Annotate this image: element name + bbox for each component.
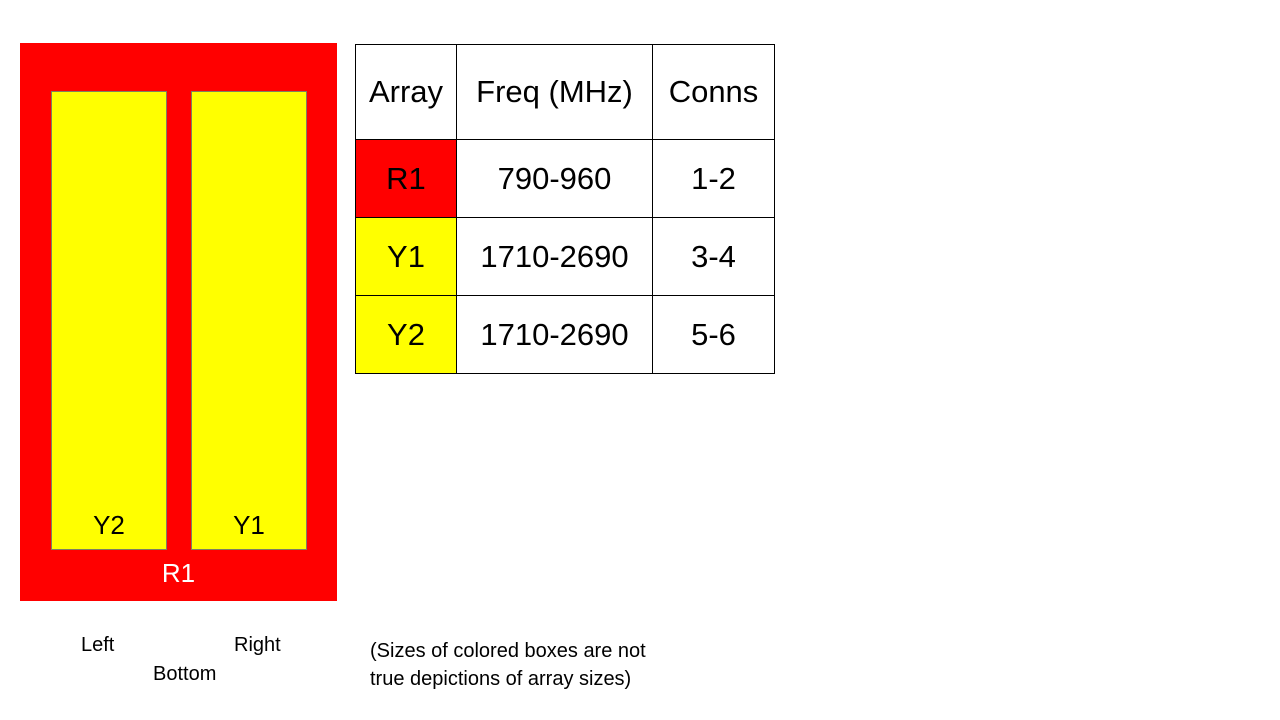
- cell-array: Y2: [355, 295, 457, 374]
- cell-freq: 1710-2690: [456, 295, 653, 374]
- header-freq: Freq (MHz): [456, 44, 653, 140]
- size-note: (Sizes of colored boxes are not true dep…: [370, 637, 646, 693]
- cell-conns: 5-6: [652, 295, 775, 374]
- header-array: Array: [355, 44, 457, 140]
- array-y1: Y1: [191, 91, 307, 550]
- cell-conns: 3-4: [652, 217, 775, 296]
- header-conns: Conns: [652, 44, 775, 140]
- table-row: R1 790-960 1-2: [355, 139, 775, 218]
- label-left: Left: [81, 634, 115, 656]
- size-note-line-1: (Sizes of colored boxes are not: [370, 640, 646, 662]
- table-row: Y2 1710-2690 5-6: [355, 295, 775, 374]
- cell-array: Y1: [355, 217, 457, 296]
- array-y2-label: Y2: [93, 510, 125, 540]
- cell-array: R1: [355, 139, 457, 218]
- array-y2: Y2: [51, 91, 167, 550]
- array-y1-label: Y1: [233, 510, 265, 540]
- cell-conns: 1-2: [652, 139, 775, 218]
- cell-freq: 790-960: [456, 139, 653, 218]
- label-bottom: Bottom: [153, 663, 217, 685]
- table-row: Y1 1710-2690 3-4: [355, 217, 775, 296]
- table-header-row: Array Freq (MHz) Conns: [355, 44, 775, 140]
- label-right: Right: [234, 634, 281, 656]
- cell-freq: 1710-2690: [456, 217, 653, 296]
- array-r1-label: R1: [161, 558, 196, 588]
- array-r1: Y2 Y1 R1: [20, 43, 337, 601]
- array-table: Array Freq (MHz) Conns R1 790-960 1-2 Y1…: [355, 44, 775, 374]
- size-note-line-2: true depictions of array sizes): [370, 668, 632, 690]
